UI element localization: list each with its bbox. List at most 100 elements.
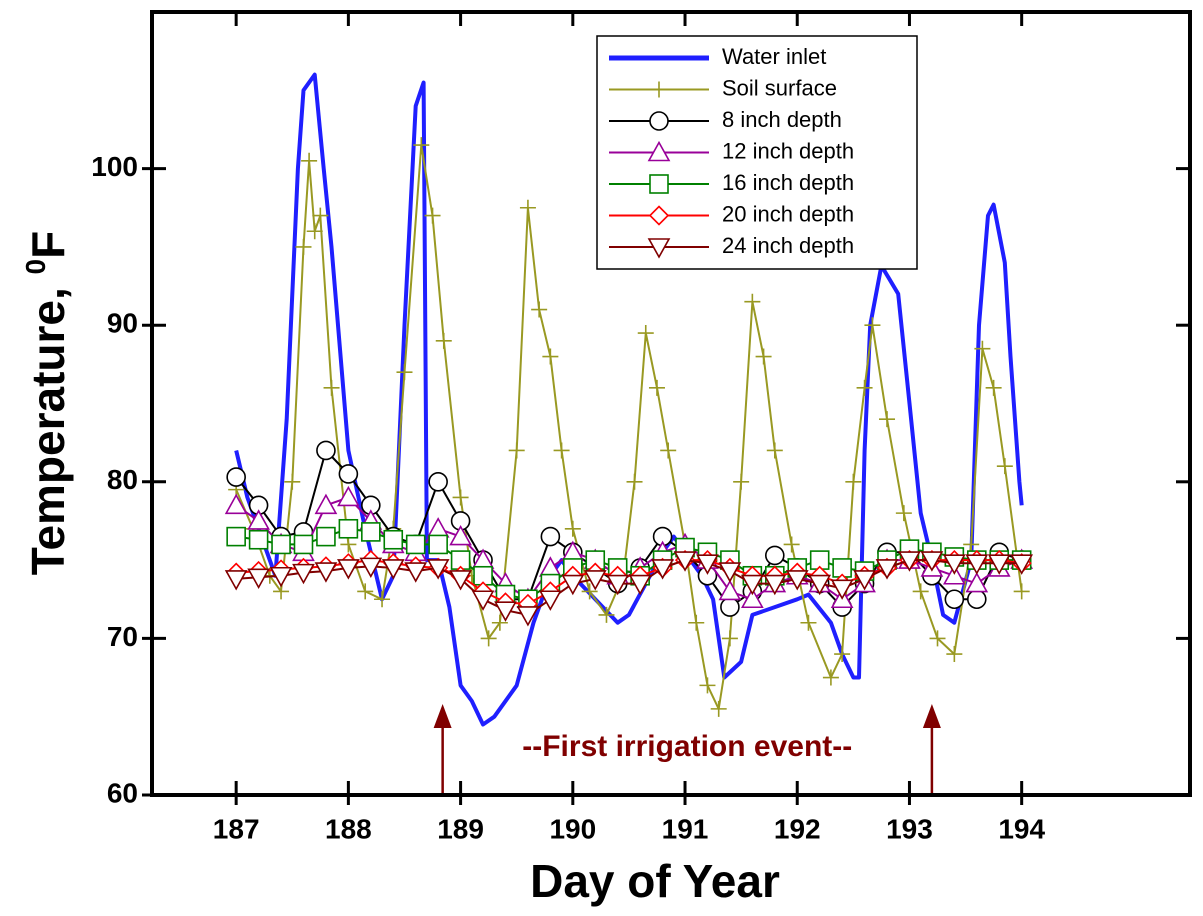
- marker: [564, 520, 581, 537]
- marker: [673, 551, 697, 572]
- marker: [755, 348, 772, 365]
- marker: [247, 568, 270, 589]
- marker: [864, 317, 881, 334]
- marker: [626, 473, 643, 490]
- marker: [426, 517, 450, 538]
- legend-label: 8 inch depth: [722, 107, 842, 132]
- marker: [405, 534, 426, 555]
- marker: [480, 630, 497, 647]
- marker: [718, 579, 742, 601]
- marker: [733, 473, 750, 490]
- marker: [323, 379, 340, 396]
- marker: [740, 587, 764, 609]
- marker: [316, 440, 336, 461]
- marker: [699, 677, 716, 694]
- marker: [688, 614, 705, 631]
- marker: [396, 364, 413, 381]
- marker: [581, 583, 598, 600]
- legend: Water inlet Soil surface 8 inch depth 12 in…: [596, 35, 918, 270]
- marker: [271, 534, 291, 555]
- marker: [531, 301, 548, 318]
- marker: [508, 442, 525, 459]
- x-tick-label: 194: [998, 813, 1045, 844]
- series: [224, 551, 1034, 627]
- marker: [647, 238, 671, 259]
- marker: [985, 379, 1002, 396]
- marker: [965, 554, 989, 575]
- marker: [224, 493, 248, 515]
- annotation-text: --First irrigation event--: [522, 730, 852, 763]
- marker: [539, 590, 562, 611]
- marker: [306, 223, 323, 240]
- marker: [834, 646, 851, 663]
- x-tick-label: 188: [325, 813, 372, 844]
- marker: [942, 554, 966, 575]
- marker: [808, 574, 832, 596]
- marker: [413, 137, 430, 154]
- marker: [426, 559, 450, 580]
- marker: [647, 140, 671, 162]
- marker: [248, 529, 269, 550]
- marker: [1013, 583, 1030, 600]
- y-tick-label: 80: [107, 464, 138, 495]
- marker: [856, 379, 873, 396]
- marker: [946, 646, 963, 663]
- marker: [845, 473, 862, 490]
- x-tick-label: 193: [886, 813, 933, 844]
- y-tick-label: 60: [107, 777, 138, 808]
- y-tick-label: 70: [107, 621, 138, 652]
- marker: [224, 570, 248, 591]
- y-axis-label-sup: 0: [20, 259, 51, 275]
- marker: [357, 583, 374, 600]
- legend-label: Water inlet: [722, 44, 826, 69]
- marker: [226, 467, 246, 487]
- marker: [404, 562, 428, 583]
- annotation-arrowhead: [433, 704, 452, 729]
- y-tick-label: 100: [91, 151, 138, 182]
- marker: [491, 614, 508, 631]
- y-axis-label: Temperature, 0F: [20, 231, 74, 575]
- marker: [800, 614, 817, 631]
- marker: [651, 559, 674, 580]
- marker: [361, 522, 381, 542]
- marker: [648, 379, 665, 396]
- marker: [316, 526, 336, 547]
- marker: [381, 559, 405, 580]
- marker: [766, 442, 783, 459]
- marker: [966, 589, 987, 610]
- plot-frame: [150, 10, 1192, 797]
- marker: [875, 559, 899, 580]
- marker: [424, 207, 441, 224]
- x-tick-label: 191: [662, 813, 709, 844]
- marker: [912, 583, 929, 600]
- marker: [853, 570, 876, 591]
- marker: [542, 348, 559, 365]
- marker: [312, 207, 329, 224]
- marker: [449, 524, 472, 546]
- legend-label: 20 inch depth: [722, 201, 854, 226]
- marker: [996, 458, 1013, 475]
- marker: [338, 464, 359, 484]
- marker: [1010, 554, 1034, 575]
- marker: [879, 411, 896, 428]
- marker: [292, 563, 315, 585]
- legend-label: 12 inch depth: [722, 138, 854, 163]
- marker: [226, 526, 246, 547]
- marker: [338, 518, 359, 539]
- marker: [944, 589, 965, 610]
- marker: [359, 557, 383, 579]
- marker: [720, 597, 740, 617]
- marker: [648, 205, 670, 226]
- marker: [660, 442, 677, 459]
- x-tick-label: 190: [549, 813, 596, 844]
- marker: [516, 606, 540, 627]
- marker: [598, 606, 615, 623]
- marker: [785, 570, 809, 591]
- marker: [764, 545, 785, 566]
- marker: [929, 630, 946, 647]
- marker: [374, 591, 391, 608]
- marker: [583, 570, 607, 591]
- marker: [721, 630, 738, 647]
- marker: [740, 574, 764, 596]
